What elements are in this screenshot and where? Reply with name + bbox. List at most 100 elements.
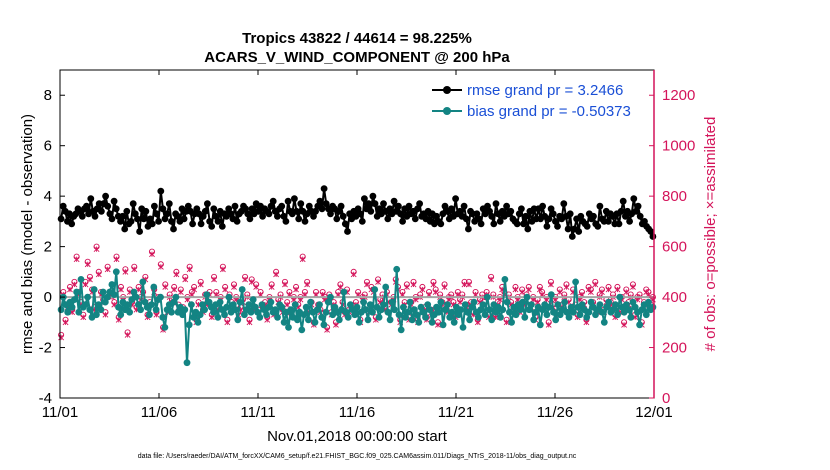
obs-assimilated-marker bbox=[253, 284, 260, 290]
bias-point bbox=[77, 276, 85, 283]
rmse-point bbox=[291, 195, 298, 203]
obs-assimilated-marker bbox=[457, 299, 463, 306]
bias-point bbox=[335, 316, 343, 324]
rmse-point bbox=[284, 197, 292, 205]
y2-axis-label: # of obs: o=possible; ×=assimilated bbox=[702, 117, 719, 352]
rmse-point bbox=[460, 202, 468, 210]
bias-point bbox=[181, 306, 189, 314]
rmse-point bbox=[496, 218, 504, 225]
obs-assimilated-marker bbox=[525, 286, 532, 293]
obs-assimilated-marker bbox=[162, 284, 169, 290]
rmse-point bbox=[437, 220, 445, 228]
bias-point bbox=[468, 303, 476, 311]
bias-point bbox=[150, 283, 158, 291]
rmse-point bbox=[119, 212, 126, 220]
rmse-point bbox=[293, 207, 300, 215]
bias-point bbox=[395, 311, 403, 319]
rmse-point bbox=[390, 197, 398, 205]
bias-point bbox=[499, 306, 507, 314]
bias-point bbox=[64, 308, 72, 316]
bias-point bbox=[616, 293, 624, 301]
obs-assimilated-marker bbox=[149, 251, 155, 258]
bias-point bbox=[382, 283, 390, 291]
rmse-point bbox=[208, 223, 216, 230]
rmse-point bbox=[564, 225, 572, 233]
obs-assimilated-marker bbox=[104, 266, 111, 273]
bias-point bbox=[73, 288, 80, 296]
rmse-point bbox=[524, 225, 532, 233]
bias-point bbox=[508, 318, 515, 326]
bias-point bbox=[627, 313, 635, 321]
rmse-point bbox=[117, 218, 124, 225]
bias-point bbox=[194, 318, 202, 326]
obs-assimilated-marker bbox=[95, 271, 102, 278]
bias-point bbox=[596, 301, 604, 308]
bias-point bbox=[583, 313, 591, 321]
rmse-point bbox=[539, 202, 546, 210]
bias-point bbox=[413, 311, 420, 319]
bias-point bbox=[75, 308, 83, 316]
bias-point bbox=[196, 311, 204, 319]
rmse-point bbox=[274, 212, 281, 220]
bias-point bbox=[267, 298, 275, 306]
bias-point bbox=[415, 318, 423, 326]
bias-point bbox=[305, 316, 312, 324]
bias-point bbox=[311, 318, 319, 326]
rmse-point bbox=[140, 215, 148, 223]
bias-point bbox=[448, 308, 456, 316]
bias-point bbox=[258, 301, 266, 308]
rmse-point bbox=[636, 212, 644, 220]
bias-point bbox=[223, 303, 231, 311]
rmse-point bbox=[462, 215, 470, 223]
bias-point bbox=[132, 293, 140, 301]
x-tick-label: 11/11 bbox=[240, 404, 275, 421]
rmse-point bbox=[161, 215, 169, 223]
bias-point bbox=[457, 306, 465, 314]
rmse-point bbox=[151, 202, 158, 210]
bias-point bbox=[623, 301, 630, 308]
bias-point bbox=[115, 303, 122, 311]
bias-point bbox=[402, 313, 409, 321]
obs-assimilated-marker bbox=[587, 289, 594, 295]
bias-point bbox=[188, 301, 195, 308]
bias-point bbox=[104, 293, 111, 301]
x-axis: 11/01 11/06 11/11 11/16 11/21 11/26 12/01 bbox=[42, 70, 673, 421]
chart-subtitle: ACARS_V_WIND_COMPONENT @ 200 hPa bbox=[204, 49, 510, 66]
bias-point bbox=[612, 301, 619, 308]
rmse-point bbox=[312, 207, 319, 215]
bias-point bbox=[123, 301, 131, 308]
rmse-point bbox=[231, 202, 239, 210]
rmse-point bbox=[121, 225, 129, 233]
bias-point bbox=[444, 301, 451, 308]
rmse-point bbox=[575, 228, 583, 235]
bias-point bbox=[353, 303, 361, 311]
rmse-point bbox=[218, 223, 226, 230]
rmse-point bbox=[212, 212, 220, 220]
rmse-point bbox=[204, 200, 211, 208]
bias-point bbox=[477, 306, 485, 314]
bias-point bbox=[245, 301, 253, 308]
rmse-point bbox=[344, 228, 351, 235]
bias-point bbox=[388, 298, 396, 306]
bias-point bbox=[545, 303, 553, 311]
rmse-point bbox=[142, 207, 150, 215]
x-tick-label: 11/21 bbox=[438, 404, 474, 421]
bias-point bbox=[221, 311, 228, 319]
rmse-point bbox=[333, 215, 341, 223]
rmse-point bbox=[414, 205, 421, 213]
bias-point bbox=[203, 291, 211, 298]
obs-assimilated-marker bbox=[614, 286, 621, 293]
bias-point bbox=[86, 306, 94, 314]
rmse-point bbox=[473, 210, 481, 218]
rmse-point bbox=[269, 197, 277, 205]
rmse-point bbox=[554, 223, 561, 230]
bias-point bbox=[355, 318, 363, 326]
bias-point bbox=[148, 301, 156, 308]
y-tick-label: 6 bbox=[44, 138, 52, 155]
bias-point bbox=[247, 308, 255, 316]
rmse-point bbox=[129, 200, 137, 208]
bias-point bbox=[84, 293, 91, 301]
rmse-point bbox=[301, 218, 309, 225]
bias-point bbox=[488, 316, 496, 324]
bias-point bbox=[629, 298, 637, 306]
